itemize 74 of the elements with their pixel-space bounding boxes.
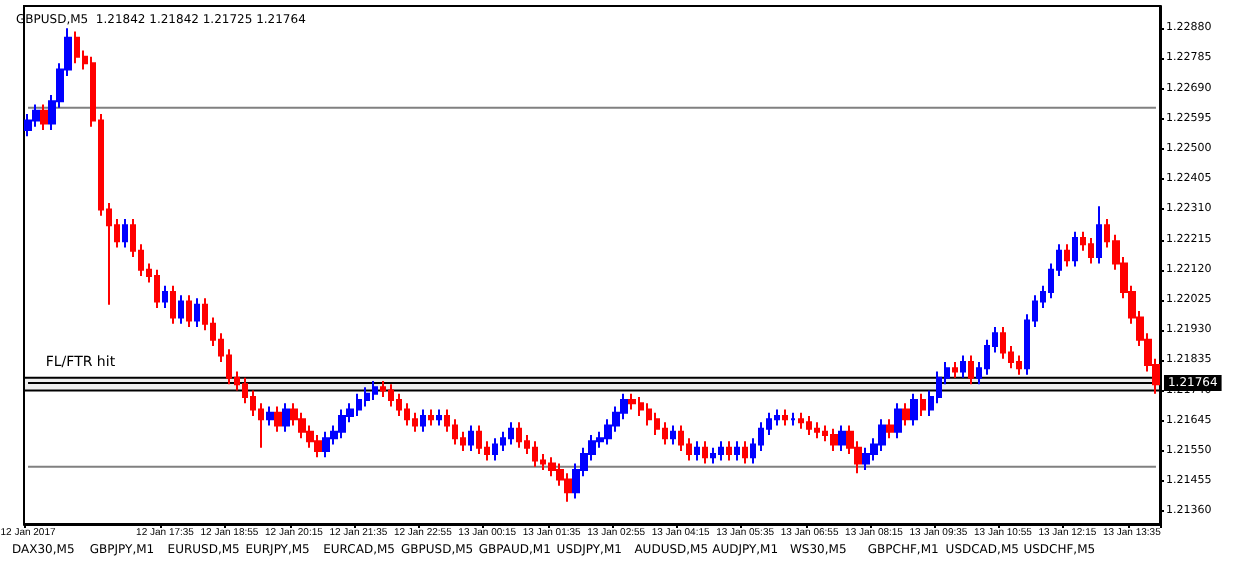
candlestick xyxy=(782,408,788,427)
candlestick xyxy=(838,424,846,452)
candlestick xyxy=(878,418,886,452)
candlestick xyxy=(628,392,636,411)
candlestick xyxy=(960,354,966,379)
candlestick xyxy=(274,405,282,433)
candlestick xyxy=(420,408,426,433)
candlestick xyxy=(412,411,418,433)
candlestick xyxy=(920,392,926,417)
candlestick xyxy=(806,414,812,437)
candlestick xyxy=(774,408,780,427)
candlestick xyxy=(564,472,572,503)
candlestick xyxy=(702,440,708,465)
candlestick xyxy=(734,440,740,462)
candlestick xyxy=(862,446,870,471)
candlestick xyxy=(1096,205,1102,265)
candlestick xyxy=(710,446,716,465)
candlestick xyxy=(40,103,48,131)
candlestick xyxy=(548,456,556,478)
candlestick xyxy=(74,30,80,65)
candlestick xyxy=(646,402,652,427)
candlestick xyxy=(428,408,434,427)
candlestick xyxy=(790,411,796,427)
candlestick xyxy=(492,437,498,462)
candlestick xyxy=(910,392,918,427)
candlestick xyxy=(162,284,168,309)
candlestick xyxy=(282,402,290,433)
candlestick xyxy=(338,408,346,440)
candlestick xyxy=(830,427,838,452)
candlestick xyxy=(654,411,660,437)
candlestick xyxy=(194,297,200,328)
candlestick xyxy=(396,392,402,417)
candlestick xyxy=(452,418,458,446)
candlestick xyxy=(24,113,32,138)
candlestick xyxy=(742,440,748,465)
candlestick xyxy=(894,402,902,440)
candlestick xyxy=(968,354,974,386)
candlestick xyxy=(298,411,306,440)
candlestick xyxy=(364,386,370,408)
candlestick xyxy=(404,402,410,427)
candlestick xyxy=(718,440,724,462)
candlestick xyxy=(952,360,958,379)
candlestick xyxy=(798,411,804,430)
candlestick xyxy=(322,430,330,459)
candlestick xyxy=(154,268,160,309)
candlestick xyxy=(726,440,732,462)
candlestick xyxy=(170,284,176,325)
candlestick xyxy=(694,440,700,462)
candlestick xyxy=(1072,230,1078,268)
candlestick xyxy=(670,424,676,446)
candlestick xyxy=(1016,354,1022,376)
candlestick xyxy=(1000,325,1006,360)
candlestick xyxy=(122,217,128,249)
candlestick xyxy=(388,383,394,408)
candlestick xyxy=(178,294,184,325)
candlestick xyxy=(662,421,668,446)
candlestick xyxy=(886,418,894,440)
candlestick xyxy=(1088,236,1094,265)
candlestick xyxy=(476,424,482,456)
candlestick xyxy=(814,421,820,440)
candlestick xyxy=(436,408,442,427)
candlestick xyxy=(678,424,684,452)
candlestick xyxy=(532,440,538,468)
candlestick xyxy=(902,402,910,427)
candlestick xyxy=(1064,243,1070,268)
candlestick xyxy=(186,294,192,328)
candlestick xyxy=(508,421,514,446)
candlestick xyxy=(500,430,506,452)
candlestick xyxy=(468,424,474,452)
candlestick xyxy=(516,421,522,449)
candlestick xyxy=(32,103,40,128)
candlestick xyxy=(372,379,378,402)
candlestick xyxy=(266,405,274,427)
candlestick xyxy=(380,379,386,398)
